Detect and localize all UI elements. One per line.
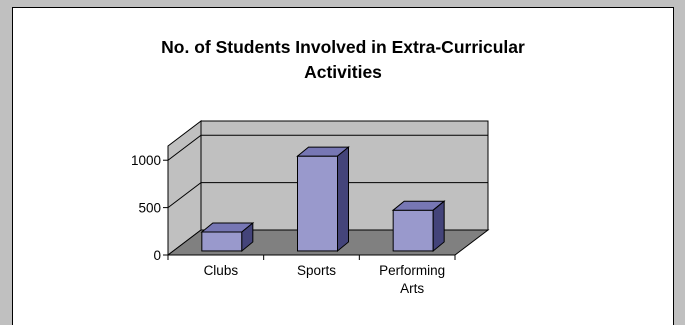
y-axis: 0 500 1000 bbox=[131, 146, 169, 263]
bar-2 bbox=[391, 200, 446, 253]
bar-chart-3d: 0 500 1000 Clubs Sports Performing Arts bbox=[131, 119, 490, 296]
bar-0 bbox=[200, 221, 255, 253]
bar-side-0 bbox=[241, 221, 254, 253]
x-category-label-0: Clubs bbox=[204, 263, 239, 278]
bars bbox=[200, 146, 446, 253]
bar-front-0 bbox=[201, 231, 243, 252]
bar-side-1 bbox=[337, 146, 349, 253]
chart-area: No. of Students Involved in Extra-Curric… bbox=[12, 7, 674, 325]
gridlines bbox=[167, 134, 488, 209]
y-tick-label-1000: 1000 bbox=[131, 153, 161, 168]
chart-title: No. of Students Involved in Extra-Curric… bbox=[13, 35, 673, 85]
y-tick-label-0: 0 bbox=[153, 248, 161, 263]
bar-1 bbox=[296, 146, 350, 253]
bar-front-2 bbox=[392, 209, 434, 252]
chart-title-line-1: No. of Students Involved in Extra-Curric… bbox=[161, 37, 525, 57]
bar-side-2 bbox=[432, 200, 445, 253]
x-category-label-2: Performing Arts bbox=[379, 263, 445, 296]
x-category-label-1: Sports bbox=[297, 263, 336, 278]
y-tick-label-500: 500 bbox=[138, 201, 161, 216]
gridline-500 bbox=[167, 182, 488, 209]
gridline-1000 bbox=[167, 134, 488, 161]
chart-title-line-2: Activities bbox=[304, 62, 382, 82]
x-axis: Clubs Sports Performing Arts bbox=[167, 254, 456, 296]
bar-front-1 bbox=[297, 155, 338, 252]
